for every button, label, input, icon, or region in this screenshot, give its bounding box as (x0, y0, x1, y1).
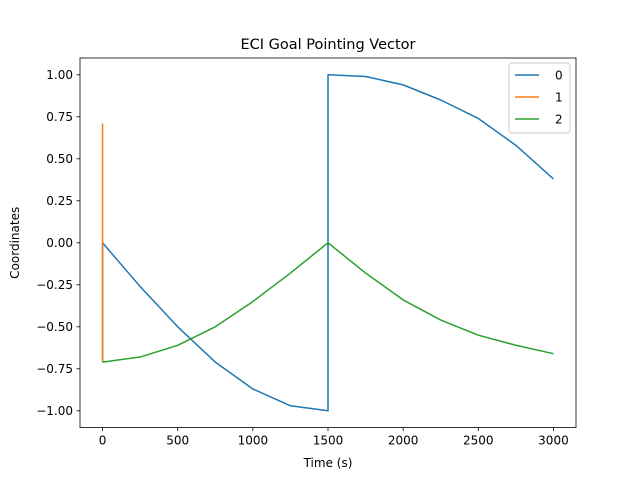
y-tick-label: 0.75 (46, 110, 73, 124)
legend-label: 0 (555, 68, 563, 82)
x-tick-label: 3000 (538, 434, 569, 448)
x-tick-label: 2500 (463, 434, 494, 448)
series-line-2 (102, 242, 554, 363)
x-tick-label: 2000 (388, 434, 419, 448)
y-tick-label: 0.25 (46, 194, 73, 208)
y-tick-label: −0.50 (36, 320, 73, 334)
y-axis-label: Coordinates (8, 207, 22, 279)
x-tick-label: 1000 (238, 434, 269, 448)
legend-label: 1 (555, 90, 563, 104)
y-axis-ticks: −1.00 −0.75 −0.50 −0.25 0.00 0.25 0.50 0.75 1.00 (36, 68, 80, 418)
series-layer (101, 74, 554, 412)
x-tick-label: 500 (166, 434, 189, 448)
series-line-0 (101, 74, 554, 412)
chart-title: ECI Goal Pointing Vector (240, 37, 415, 53)
legend: 0 1 2 (508, 62, 571, 134)
y-tick-label: 0.50 (46, 152, 73, 166)
y-tick-label: −0.25 (36, 278, 73, 292)
x-axis-ticks: 0 500 1000 1500 2000 2500 3000 (99, 427, 569, 448)
legend-label: 2 (555, 112, 563, 126)
y-tick-label: 0.00 (46, 236, 73, 250)
y-tick-label: −1.00 (36, 404, 73, 418)
x-tick-label: 1500 (313, 434, 344, 448)
x-tick-label: 0 (99, 434, 107, 448)
legend-box (508, 62, 571, 134)
y-tick-label: −0.75 (36, 362, 73, 376)
x-axis-label: Time (s) (303, 456, 353, 470)
y-tick-label: 1.00 (46, 68, 73, 82)
